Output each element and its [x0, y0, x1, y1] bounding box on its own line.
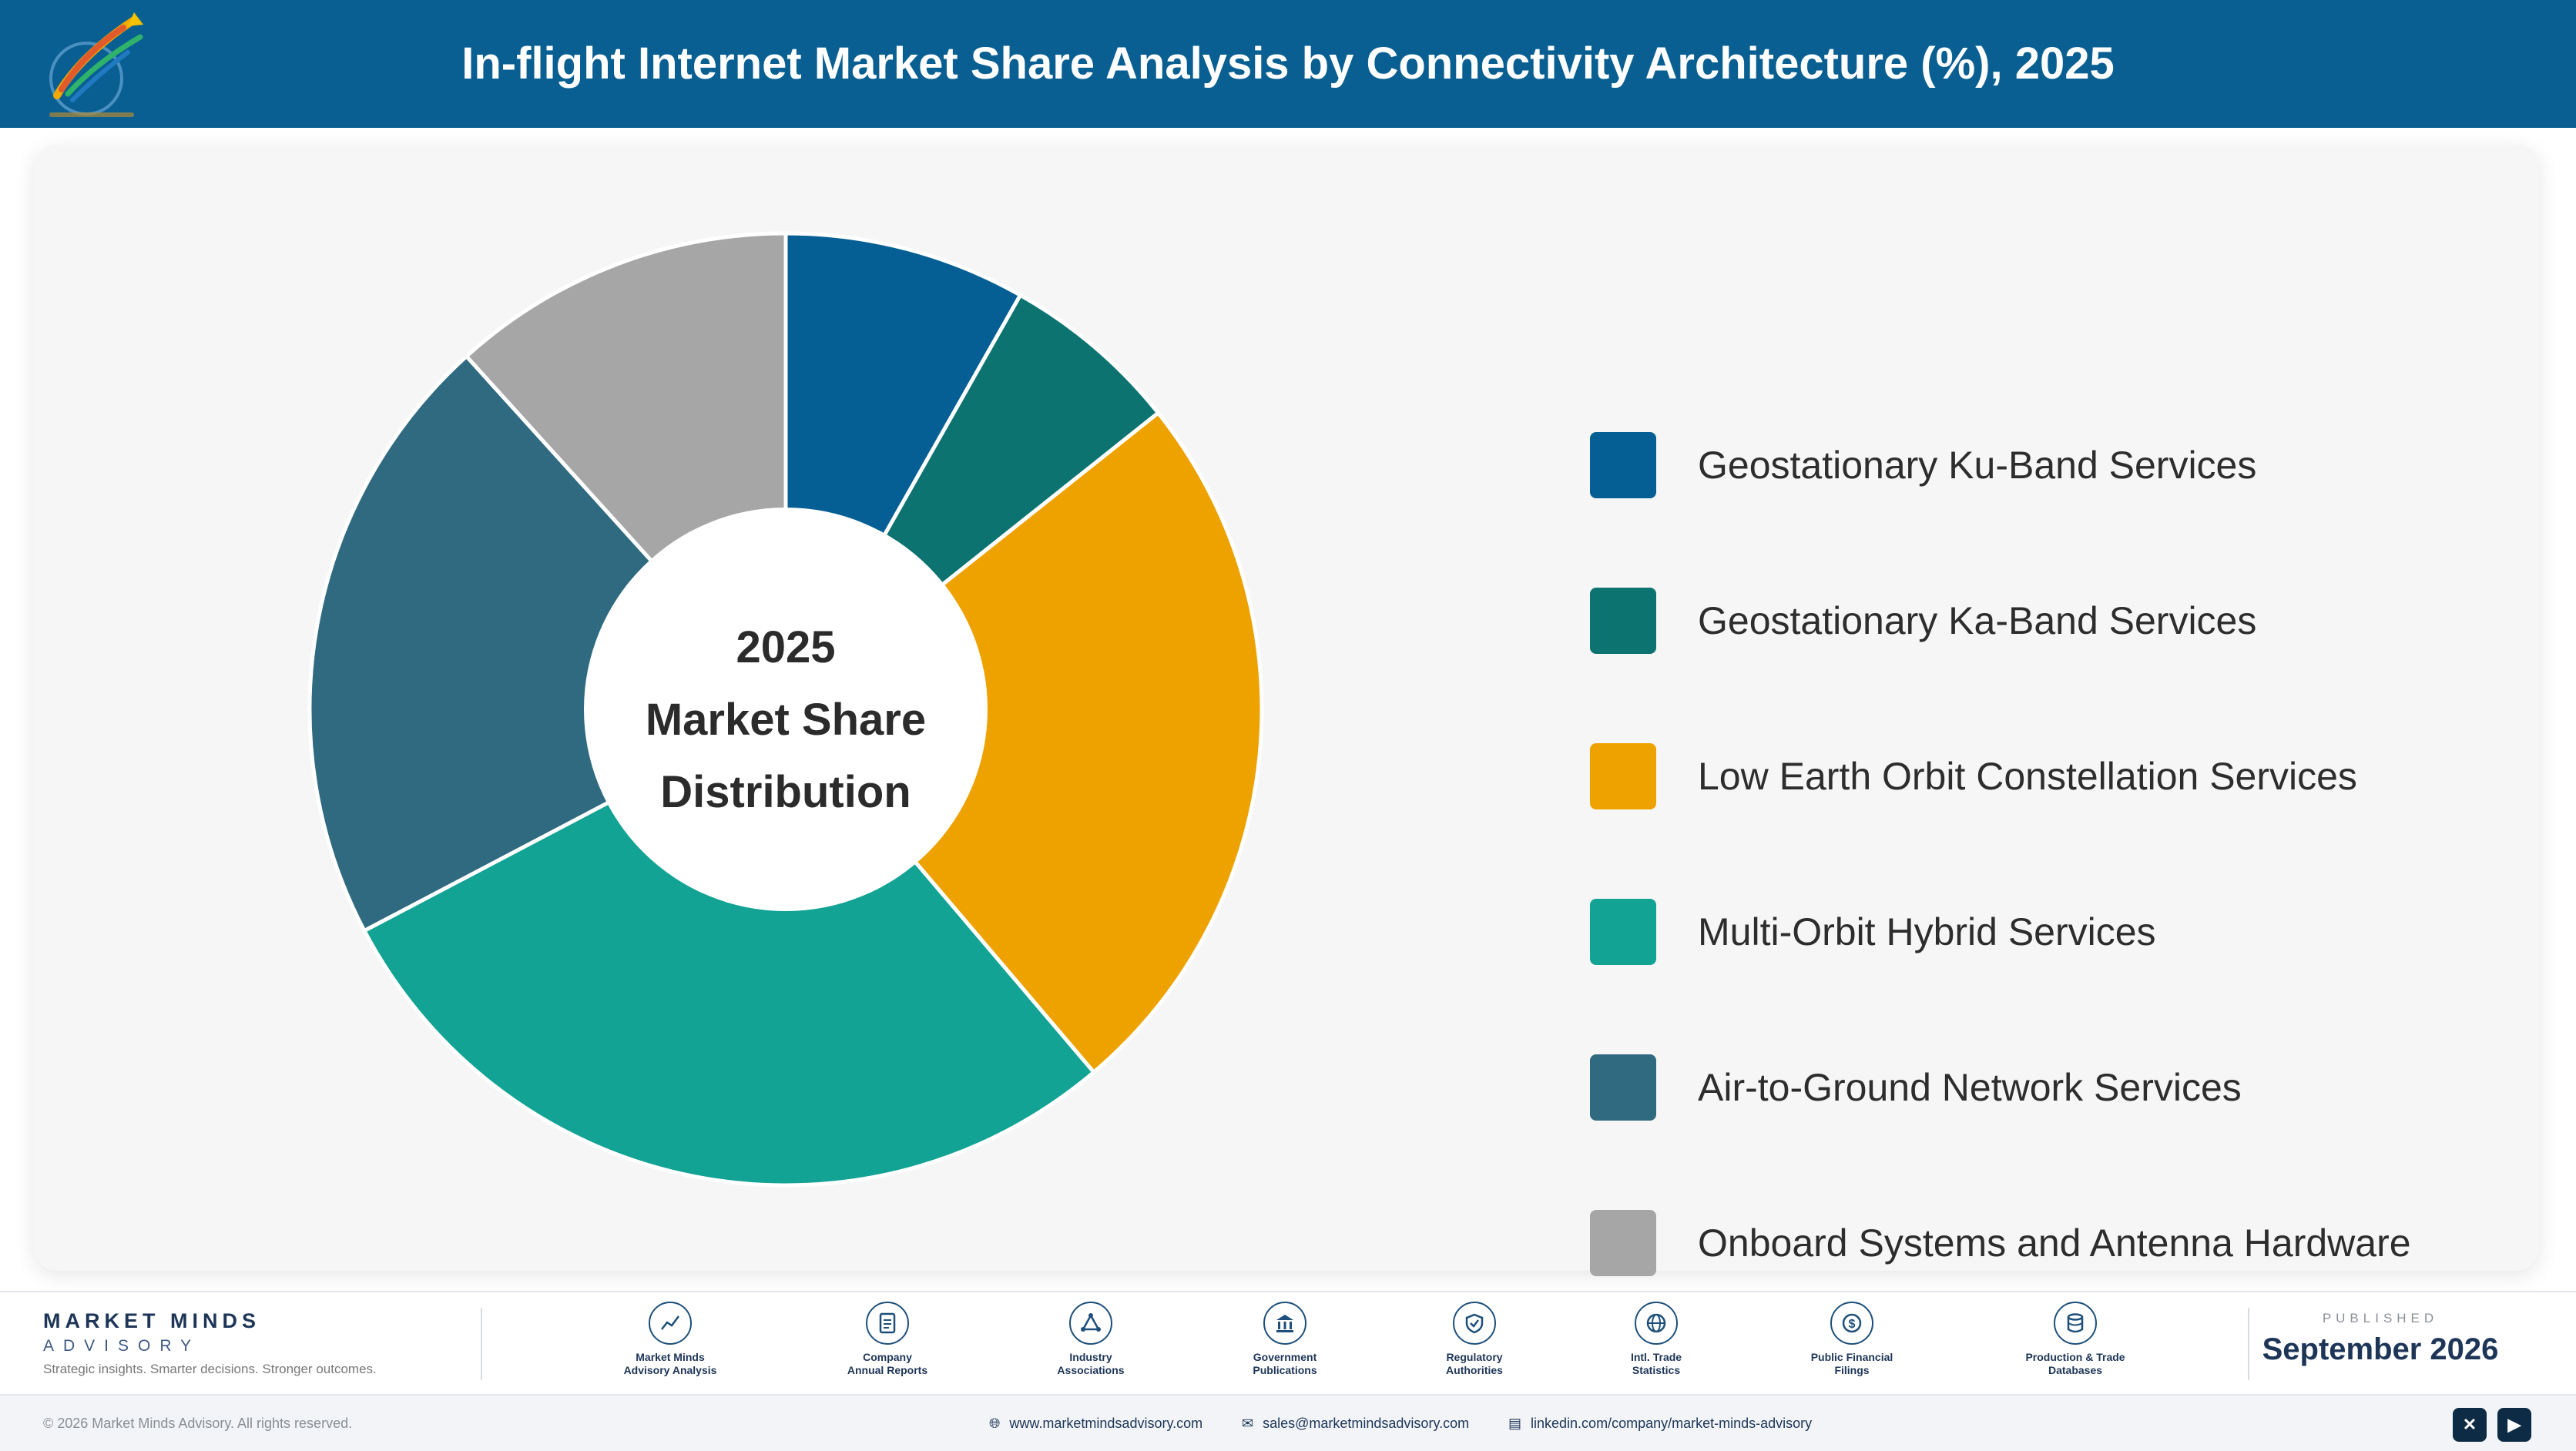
legend-label: Onboard Systems and Antenna Hardware — [1698, 1221, 2411, 1265]
source-label-line: Filings — [1834, 1364, 1870, 1376]
legend-swatch — [1590, 1210, 1656, 1276]
source-label-line: Advisory Analysis — [623, 1364, 717, 1376]
source-label-line: Production & Trade — [2025, 1351, 2125, 1363]
source-trade-statistics[interactable]: Intl. Trade Statistics — [1571, 1302, 1741, 1377]
footer-divider — [481, 1308, 482, 1380]
source-trade-databases[interactable]: Production & Trade Databases — [1991, 1302, 2160, 1377]
source-financial-filings[interactable]: $ Public Financial Filings — [1767, 1302, 1937, 1377]
website-text: www.marketmindsadvisory.com — [1009, 1416, 1203, 1431]
brand-subtitle: ADVISORY — [43, 1337, 201, 1355]
email-link[interactable]: ✉ sales@marketmindsadvisory.com — [1242, 1416, 1469, 1432]
source-label-line: Public Financial — [1810, 1351, 1893, 1363]
legend-item[interactable]: Geostationary Ka-Band Services — [1590, 587, 2256, 655]
linkedin-text: linkedin.com/company/market-minds-adviso… — [1531, 1416, 1813, 1431]
donut-chart: 2025 Market Share Distribution — [307, 231, 1264, 1188]
legend-label: Multi-Orbit Hybrid Services — [1698, 910, 2156, 953]
linkedin-link[interactable]: ▤ linkedin.com/company/market-minds-advi… — [1508, 1416, 1812, 1432]
document-icon — [866, 1302, 909, 1345]
government-building-icon — [1263, 1302, 1306, 1345]
legend-item[interactable]: Multi-Orbit Hybrid Services — [1590, 898, 2156, 966]
globe-icon — [1635, 1302, 1678, 1345]
legend-item[interactable]: Onboard Systems and Antenna Hardware — [1590, 1209, 2411, 1277]
page-title: In-flight Internet Market Share Analysis… — [461, 39, 2115, 89]
legend-item[interactable]: Low Earth Orbit Constellation Services — [1590, 742, 2357, 810]
legend-label: Geostationary Ku-Band Services — [1698, 444, 2257, 487]
database-icon — [2054, 1302, 2097, 1345]
source-company-reports[interactable]: Company Annual Reports — [803, 1302, 972, 1377]
pie-slice-4[interactable] — [361, 706, 1097, 1188]
legend-swatch — [1590, 588, 1656, 654]
svg-text:$: $ — [1849, 1318, 1856, 1331]
source-label-line: Market Minds — [636, 1351, 705, 1363]
dollar-icon: $ — [1830, 1302, 1873, 1345]
center-label-line-1: 2025 — [736, 622, 835, 672]
email-text: sales@marketmindsadvisory.com — [1263, 1416, 1470, 1431]
published-date: September 2026 — [2262, 1332, 2499, 1366]
pie-slice-3[interactable] — [783, 410, 1264, 1075]
source-label-line: Regulatory — [1446, 1351, 1503, 1363]
company-logo[interactable] — [42, 9, 149, 122]
source-label-line: Intl. Trade — [1630, 1351, 1682, 1363]
brand-tagline: Strategic insights. Smarter decisions. S… — [43, 1362, 377, 1376]
legend-swatch — [1590, 432, 1656, 498]
source-label-line: Government — [1253, 1351, 1317, 1363]
legend-item[interactable]: Air-to-Ground Network Services — [1590, 1054, 2242, 1121]
source-label-line: Annual Reports — [847, 1364, 928, 1376]
footer-divider — [2248, 1308, 2249, 1380]
legend-label: Low Earth Orbit Constellation Services — [1698, 755, 2357, 798]
linkedin-icon: ▤ — [1508, 1416, 1522, 1431]
source-government-publications[interactable]: Government Publications — [1200, 1302, 1370, 1377]
chart-panel: 2025 Market Share Distribution Geostatio… — [34, 145, 2539, 1276]
donut-hole — [584, 508, 988, 911]
footer: MARKET MINDS ADVISORY Strategic insights… — [0, 1291, 2576, 1451]
legend-item[interactable]: Geostationary Ku-Band Services — [1590, 431, 2256, 499]
legend-swatch — [1590, 899, 1656, 965]
brand-name: MARKET MINDS — [43, 1309, 260, 1332]
legend-label: Geostationary Ka-Band Services — [1698, 599, 2257, 642]
pie-slice-5[interactable] — [307, 354, 790, 933]
mail-icon: ✉ — [1242, 1416, 1254, 1431]
shield-icon — [1453, 1302, 1496, 1345]
source-label-line: Publications — [1253, 1364, 1317, 1376]
x-social-icon[interactable]: ✕ — [2453, 1408, 2487, 1442]
header-bar: In-flight Internet Market Share Analysis… — [0, 0, 2576, 128]
source-label-line: Associations — [1057, 1364, 1125, 1376]
bottom-bar: © 2026 Market Minds Advisory. All rights… — [0, 1394, 2576, 1451]
source-label-line: Authorities — [1446, 1364, 1503, 1376]
network-icon — [1069, 1302, 1112, 1345]
source-industry-associations[interactable]: Industry Associations — [1006, 1302, 1176, 1377]
source-label-line: Company — [863, 1351, 912, 1363]
source-label-line: Databases — [2048, 1364, 2103, 1376]
chart-line-icon — [649, 1302, 692, 1345]
legend-swatch — [1590, 1054, 1656, 1121]
center-label-line-3: Distribution — [660, 767, 911, 817]
source-market-minds[interactable]: Market Minds Advisory Analysis — [585, 1302, 755, 1377]
published-label: PUBLISHED — [2322, 1311, 2439, 1325]
source-label-line: Industry — [1069, 1351, 1112, 1363]
center-label-line-2: Market Share — [646, 695, 926, 745]
legend-label: Air-to-Ground Network Services — [1698, 1066, 2242, 1109]
website-link[interactable]: 🌐︎ www.marketmindsadvisory.com — [989, 1416, 1202, 1432]
copyright-text: © 2026 Market Minds Advisory. All rights… — [43, 1416, 353, 1431]
legend-swatch — [1590, 743, 1656, 809]
globe-icon: 🌐︎ — [989, 1416, 1001, 1431]
youtube-social-icon[interactable]: ▶ — [2497, 1408, 2531, 1442]
source-label-line: Statistics — [1632, 1364, 1681, 1376]
source-regulatory-authorities[interactable]: Regulatory Authorities — [1390, 1302, 1559, 1377]
